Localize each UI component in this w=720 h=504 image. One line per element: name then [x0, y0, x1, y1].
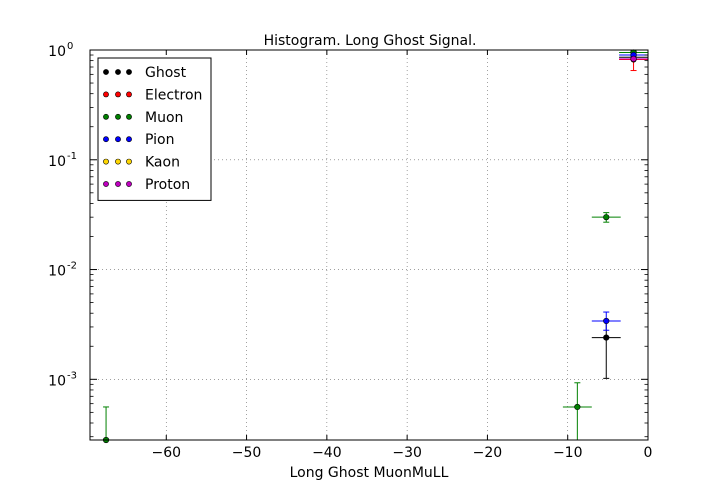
data-point-proton — [619, 55, 648, 62]
legend-marker — [115, 91, 121, 98]
data-marker — [603, 214, 610, 221]
y-tick-exponent: -1 — [67, 151, 77, 162]
x-tick-label: −10 — [553, 445, 583, 461]
legend-marker — [103, 136, 109, 143]
legend-marker — [115, 113, 121, 120]
legend-item-electron: Electron — [103, 87, 202, 103]
x-tick-label: −50 — [232, 445, 262, 461]
x-tick-label: −20 — [473, 445, 503, 461]
y-tick-label: 10 — [48, 154, 66, 170]
plot-frame — [89, 49, 649, 441]
legend-marker — [126, 113, 132, 120]
legend: Ghost Electron Muon Pion Kaon Proton — [97, 57, 212, 201]
x-tick-label: −40 — [312, 445, 342, 461]
data-point-muon — [562, 382, 592, 441]
legend-marker — [126, 136, 132, 143]
legend-label: Electron — [145, 87, 202, 103]
x-axis-label: Long Ghost MuonMuLL — [290, 465, 449, 481]
legend-box — [97, 57, 212, 201]
data-marker — [603, 334, 610, 341]
legend-marker — [126, 69, 132, 75]
y-tick-label: 10 — [48, 373, 66, 389]
legend-label: Muon — [145, 110, 183, 126]
y-tick-exponent: -2 — [67, 261, 77, 272]
legend-marker — [115, 158, 121, 165]
legend-item-ghost: Ghost — [103, 65, 187, 81]
legend-marker — [126, 91, 132, 98]
data-marker — [603, 317, 610, 325]
data-point-pion — [591, 311, 621, 331]
legend-marker — [103, 69, 109, 75]
legend-marker — [103, 91, 109, 98]
data-point-muon — [591, 212, 621, 223]
legend-marker — [103, 113, 109, 120]
y-tick-exponent: -3 — [67, 370, 77, 381]
legend-item-proton: Proton — [103, 177, 190, 193]
legend-item-pion: Pion — [103, 132, 174, 148]
legend-label: Kaon — [145, 155, 180, 171]
legend-marker — [103, 181, 109, 187]
x-tick-label: −60 — [151, 445, 181, 461]
y-tick-exponent: 0 — [67, 41, 73, 52]
y-tick-label: 10 — [48, 44, 66, 60]
legend-marker — [115, 181, 121, 187]
data-marker — [574, 403, 581, 411]
data-point-muon — [91, 406, 121, 444]
legend-marker — [103, 158, 109, 165]
x-tick-label: 0 — [644, 445, 653, 461]
legend-label: Ghost — [145, 65, 187, 81]
legend-item-kaon: Kaon — [103, 155, 180, 171]
legend-marker — [126, 158, 132, 165]
legend-marker — [115, 69, 121, 75]
legend-marker — [126, 181, 132, 187]
legend-item-muon: Muon — [103, 110, 183, 126]
axis-ticks: −60 −50 −40 −30 −20 −10 010 -310 -210 -110 0 — [48, 41, 652, 461]
data-marker — [630, 55, 637, 62]
chart-title: Histogram. Long Ghost Signal. — [264, 33, 477, 49]
legend-label: Proton — [145, 177, 190, 193]
legend-label: Pion — [145, 132, 174, 148]
y-tick-label: 10 — [48, 264, 66, 280]
legend-marker — [115, 136, 121, 143]
x-tick-label: −30 — [392, 445, 422, 461]
